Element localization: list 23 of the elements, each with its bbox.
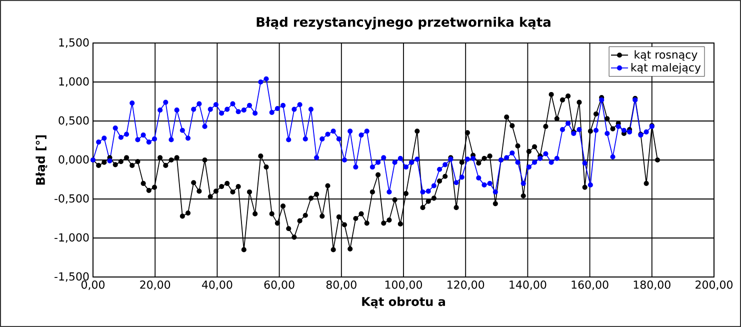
x-tick-label: 160,00 xyxy=(572,280,608,290)
y-tick-label: -1,500 xyxy=(54,272,89,282)
x-tick-label: 40,00 xyxy=(202,280,232,290)
y-tick-label: 0,500 xyxy=(58,116,89,126)
chart-title: Błąd rezystancyjnego przetwornika kąta xyxy=(256,16,550,30)
x-tick-label: 80,00 xyxy=(326,280,356,290)
y-tick-label: -1,000 xyxy=(54,233,89,243)
y-axis-title: Błąd [°] xyxy=(36,135,48,185)
x-axis-title: Kąt obrotu a xyxy=(362,296,445,308)
x-tick-label: 100,00 xyxy=(385,280,422,290)
x-tick-label: 20,00 xyxy=(140,280,170,290)
x-tick-label: 60,00 xyxy=(264,280,294,290)
y-tick-label: 0,000 xyxy=(58,155,89,165)
x-tick-label: 200,00 xyxy=(696,280,733,290)
y-tick-label: 1,000 xyxy=(59,77,89,87)
x-tick-label: 180,00 xyxy=(634,280,670,290)
legend-label: kąt rosnący xyxy=(634,50,698,61)
legend-label: kąt malejący xyxy=(631,63,701,74)
x-tick-label: 120,00 xyxy=(448,280,484,290)
y-tick-label: 1,500 xyxy=(59,38,89,48)
x-tick-label: 0,00 xyxy=(81,280,105,290)
y-tick-label: -0,500 xyxy=(54,194,89,204)
x-tick-label: 140,00 xyxy=(510,280,546,290)
